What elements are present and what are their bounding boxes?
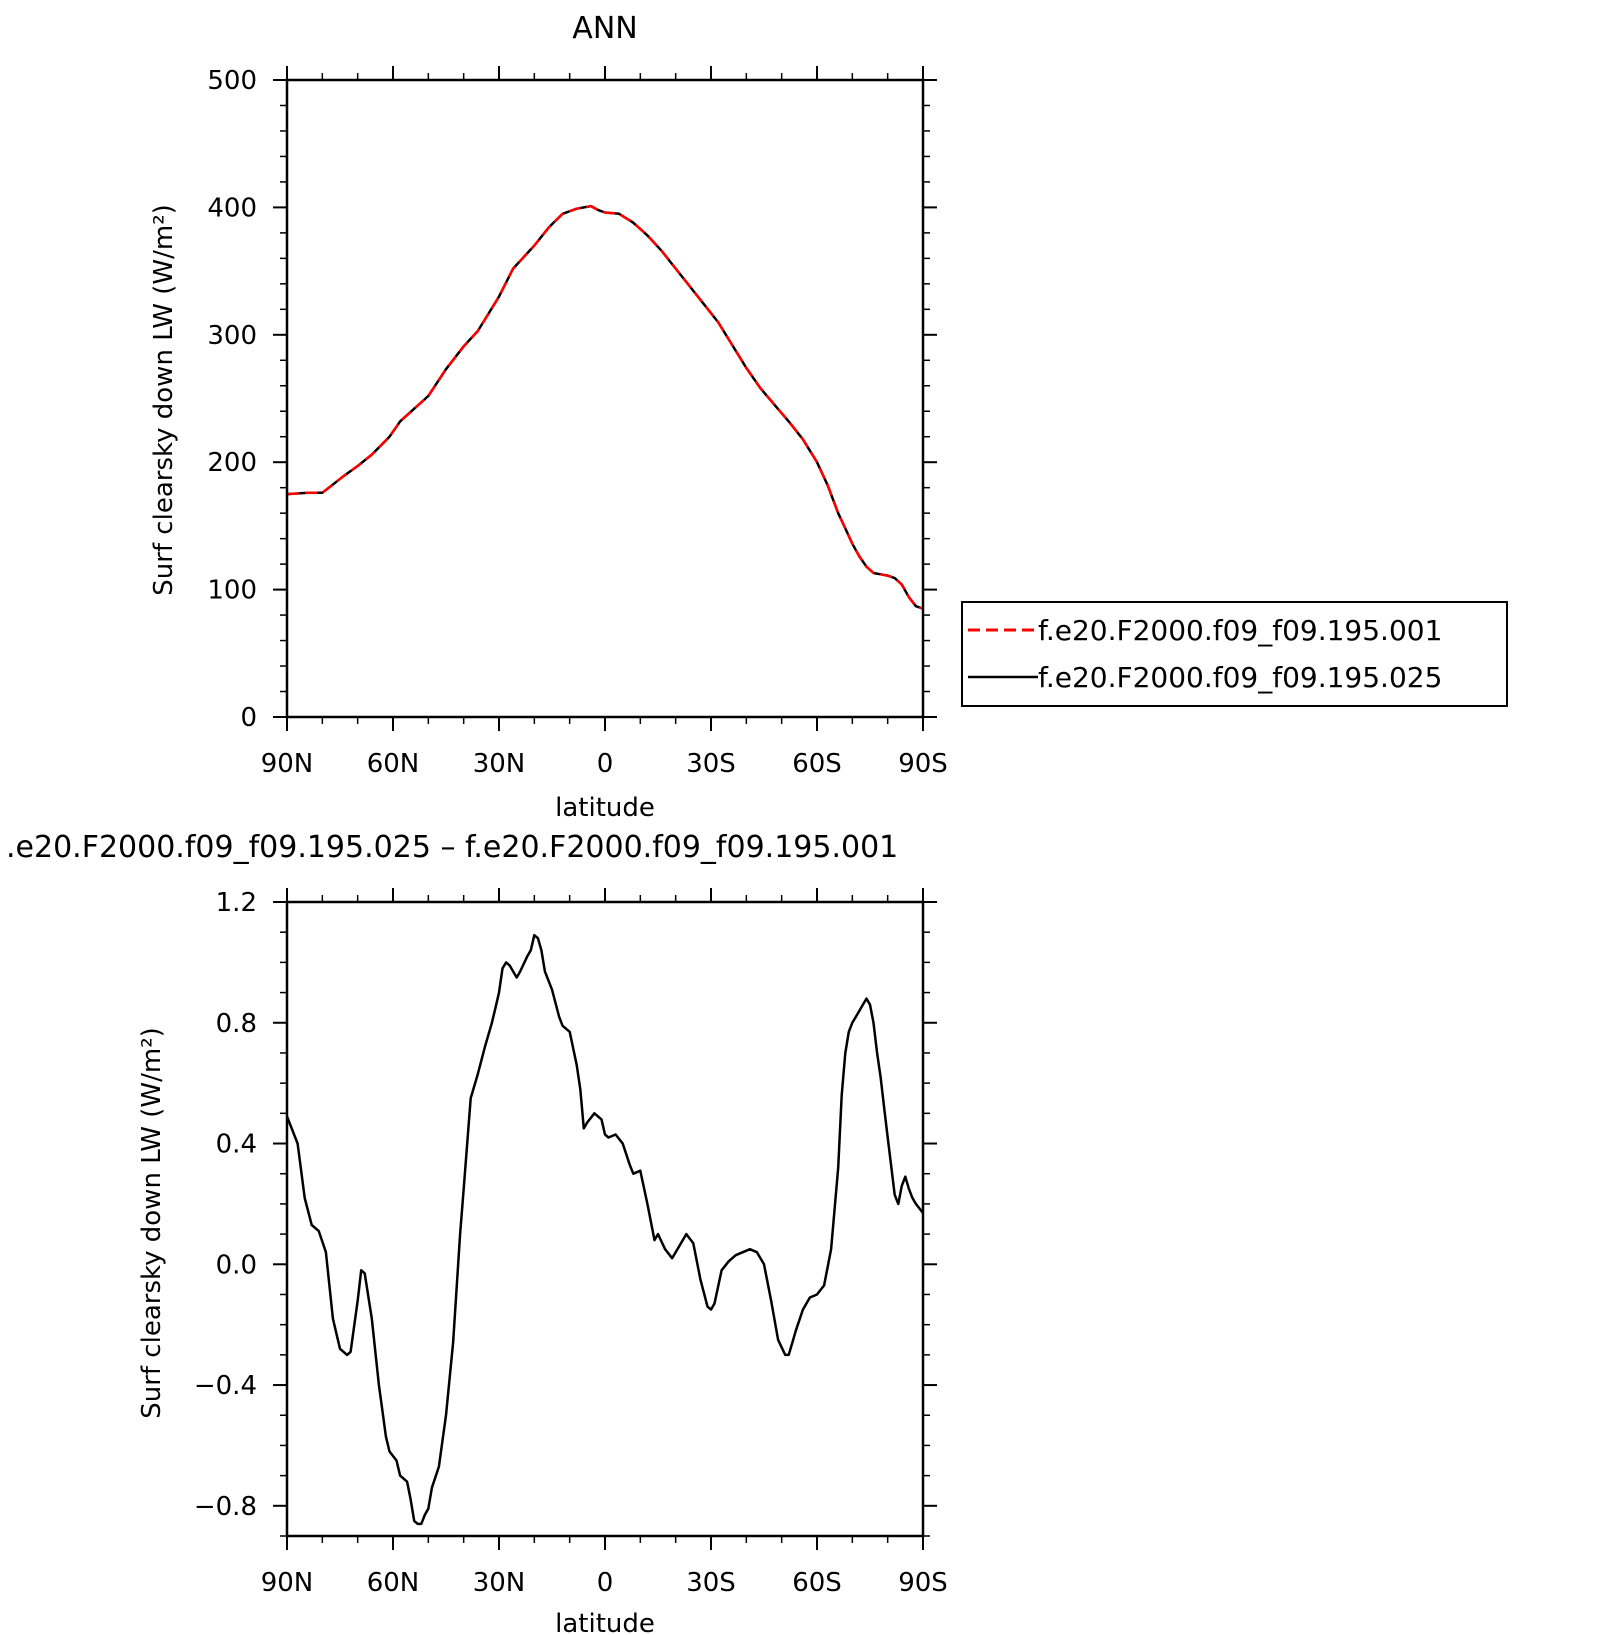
bottom-chart-xtick-label-0: 90N	[261, 1568, 314, 1598]
bottom-chart-frame	[285, 900, 925, 1538]
top-chart-ytick-label-5: 500	[207, 66, 257, 96]
top-chart-xtick-label-6: 90S	[898, 749, 948, 779]
bottom-chart-xtick-label-1: 60N	[367, 1568, 420, 1598]
bottom-chart-ticks: 90N 60N 30N 0 30S 60S 90S −0.8 −0.4 0.0 0.4 0.8 1.2	[194, 888, 948, 1598]
bottom-chart-ytick-label-5: 1.2	[216, 888, 257, 918]
top-chart-series-line-1	[286, 204, 924, 610]
bottom-chart-xlabel: latitude	[555, 1609, 655, 1635]
top-chart-ytick-label-2: 200	[207, 448, 257, 478]
top-chart-ticks: 90N 60N 30N 0 30S 60S 90S 0 100 200 300 400 500	[207, 66, 948, 779]
bottom-chart-ytick-label-4: 0.8	[216, 1009, 257, 1039]
bottom-chart-ylabel: Surf clearsky down LW (W/m²)	[137, 1027, 167, 1419]
legend: f.e20.F2000.f09_f09.195.001 f.e20.F2000.…	[961, 601, 1508, 707]
top-chart-frame	[285, 78, 925, 719]
bottom-chart-xtick-label-4: 30S	[686, 1568, 736, 1598]
bottom-chart-xtick-label-3: 0	[597, 1568, 614, 1598]
top-chart-xtick-label-3: 0	[597, 749, 614, 779]
top-chart-ytick-label-0: 0	[240, 703, 257, 733]
top-chart-title: ANN	[572, 11, 637, 46]
top-chart-series-line-2	[286, 204, 924, 610]
bottom-chart-title: .e20.F2000.f09_f09.195.025 – f.e20.F2000…	[6, 830, 898, 865]
top-chart-xtick-label-2: 30N	[473, 749, 526, 779]
bottom-chart: .e20.F2000.f09_f09.195.025 – f.e20.F2000…	[6, 830, 948, 1635]
top-chart-xtick-label-0: 90N	[261, 749, 314, 779]
top-chart: ANN Surf clearsky down LW (W/m²) latitud…	[149, 11, 948, 823]
bottom-chart-ytick-label-0: −0.8	[194, 1492, 257, 1522]
bottom-chart-xtick-label-6: 90S	[898, 1568, 948, 1598]
top-chart-xlabel: latitude	[555, 793, 655, 823]
legend-label-series-2: f.e20.F2000.f09_f09.195.025	[1038, 661, 1442, 694]
bottom-chart-ytick-label-3: 0.4	[216, 1130, 257, 1160]
legend-label-series-1: f.e20.F2000.f09_f09.195.001	[1038, 614, 1442, 647]
top-chart-xtick-label-1: 60N	[367, 749, 420, 779]
bottom-chart-ytick-label-1: −0.4	[194, 1371, 257, 1401]
bottom-chart-ytick-label-2: 0.0	[216, 1250, 257, 1280]
legend-box	[961, 601, 1508, 707]
top-chart-series	[286, 204, 924, 610]
bottom-chart-series-line-1	[285, 933, 924, 1526]
top-chart-ytick-label-3: 300	[207, 321, 257, 351]
top-chart-ylabel: Surf clearsky down LW (W/m²)	[149, 204, 179, 596]
bottom-chart-series	[285, 933, 924, 1526]
top-chart-ytick-label-1: 100	[207, 576, 257, 606]
bottom-chart-xtick-label-5: 60S	[792, 1568, 842, 1598]
top-chart-xtick-label-4: 30S	[686, 749, 736, 779]
top-chart-xtick-label-5: 60S	[792, 749, 842, 779]
top-chart-ytick-label-4: 400	[207, 193, 257, 223]
bottom-chart-xtick-label-2: 30N	[473, 1568, 526, 1598]
